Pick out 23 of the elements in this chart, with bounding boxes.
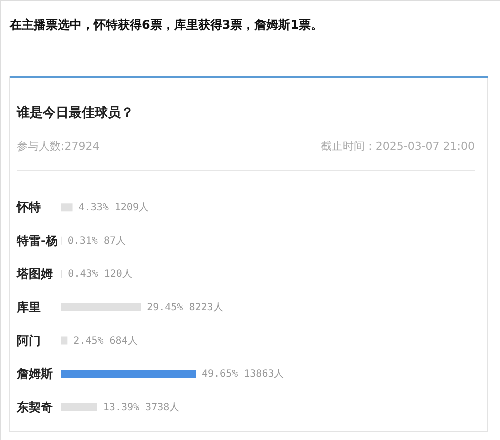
y-tick-label: 阿门 <box>17 334 41 348</box>
data-label: 0.31% 87人 <box>68 236 126 247</box>
data-label: 49.65% 13863人 <box>202 369 284 380</box>
y-tick-label: 特雷-杨 <box>16 234 58 248</box>
bar <box>61 336 68 345</box>
text: 参与人数:27924 <box>17 140 100 153</box>
data-label: 13.39% 3738人 <box>103 402 180 414</box>
y-tick-label: 库里 <box>16 300 41 314</box>
data-label: 4.33% 1209人 <box>78 202 149 214</box>
y-tick-label: 塔图姆 <box>16 267 53 282</box>
bar <box>61 403 98 412</box>
text: 在主播票选中，怀特获得6票，库里获得3票，詹姆斯1票。 <box>9 18 324 32</box>
bar <box>61 304 142 312</box>
chart-title: 谁是今日最佳球员？ <box>16 105 134 121</box>
y-tick-label: 怀特 <box>16 200 41 215</box>
data-label: 2.45% 684人 <box>74 336 138 347</box>
data-label: 0.43% 120人 <box>68 269 132 280</box>
bar <box>61 370 196 378</box>
text: 截止时间：2025-03-07 21:00 <box>320 140 475 153</box>
y-tick-label: 詹姆斯 <box>16 367 53 382</box>
data-label: 29.45% 8223人 <box>147 302 224 314</box>
y-tick-label: 东契奇 <box>16 400 53 414</box>
bar <box>61 204 73 212</box>
